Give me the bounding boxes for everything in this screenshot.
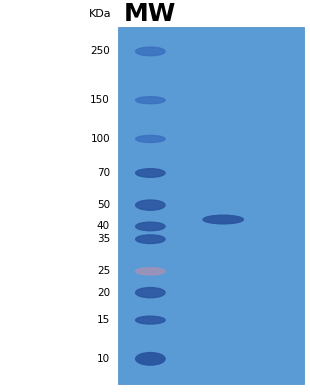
Ellipse shape: [136, 288, 165, 298]
Text: 20: 20: [97, 288, 110, 298]
Ellipse shape: [136, 352, 165, 365]
Text: 250: 250: [90, 46, 110, 56]
Text: 25: 25: [97, 266, 110, 276]
Ellipse shape: [136, 135, 165, 142]
Ellipse shape: [136, 169, 165, 177]
Ellipse shape: [136, 316, 165, 324]
Text: KDa: KDa: [89, 9, 112, 19]
Ellipse shape: [136, 235, 165, 243]
Text: 35: 35: [97, 234, 110, 244]
Text: 40: 40: [97, 221, 110, 231]
Ellipse shape: [136, 268, 165, 275]
Text: 15: 15: [97, 315, 110, 325]
Text: 100: 100: [91, 134, 110, 144]
Ellipse shape: [136, 222, 165, 231]
Text: MW: MW: [124, 2, 176, 26]
Text: 10: 10: [97, 354, 110, 364]
Ellipse shape: [136, 47, 165, 56]
Text: 50: 50: [97, 200, 110, 210]
Ellipse shape: [136, 200, 165, 210]
Ellipse shape: [203, 215, 243, 224]
Ellipse shape: [136, 97, 165, 104]
Text: 70: 70: [97, 168, 110, 178]
Text: 150: 150: [90, 95, 110, 105]
FancyBboxPatch shape: [118, 27, 304, 384]
